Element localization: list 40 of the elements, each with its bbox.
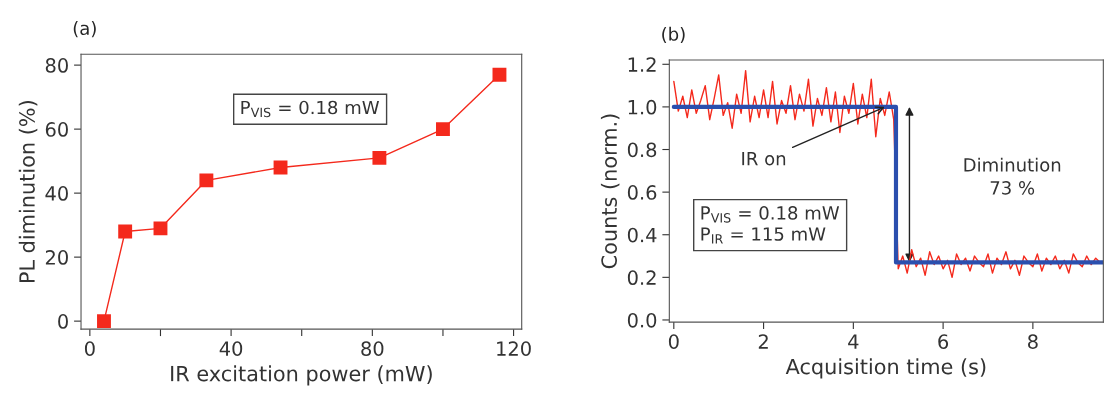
y-tick-label: 0.4 xyxy=(627,227,657,243)
x-tick-label: 8 xyxy=(1028,334,1038,349)
y-axis-title: Counts (norm.) xyxy=(600,114,620,269)
point xyxy=(436,122,450,137)
x-tick-label: 80 xyxy=(361,341,384,356)
annotation: P$_{VIS}$ = 0.18 mW xyxy=(701,206,840,223)
chart-title: (b) xyxy=(662,26,685,43)
y-tick-label: 0 xyxy=(58,314,68,329)
x-axis-title: IR excitation power (mW) xyxy=(171,365,432,386)
x-tick-label: 40 xyxy=(219,341,243,356)
y-tick-label: 0.0 xyxy=(627,312,657,328)
y-tick-label: 40 xyxy=(45,186,68,201)
y-tick-label: 0.2 xyxy=(627,270,656,286)
y-axis-title: PL diminution (%) xyxy=(18,101,38,283)
annotation: Diminution 73 % xyxy=(964,157,1061,195)
x-tick-label: 2 xyxy=(758,334,768,349)
y-tick-label: 0.6 xyxy=(627,185,657,200)
annotation: IR on xyxy=(742,151,786,166)
y-tick-label: 1.2 xyxy=(628,57,656,72)
y-tick-label: 20 xyxy=(45,250,68,265)
annotation: P$_{IR}$ = 115 mW xyxy=(701,227,826,244)
annotation: P$_{VIS}$ = 0.18 mW xyxy=(241,100,380,118)
y-tick-label: 1.0 xyxy=(628,99,657,115)
point xyxy=(372,150,387,165)
x-tick-label: 6 xyxy=(938,334,949,349)
chart-title: (a) xyxy=(73,21,96,38)
y-tick-label: 0.8 xyxy=(627,142,657,158)
point xyxy=(153,221,168,236)
x-tick-label: 120 xyxy=(497,341,531,356)
x-tick-label: 0 xyxy=(668,334,679,349)
x-tick-label: 0 xyxy=(84,341,95,356)
point xyxy=(199,173,214,188)
x-axis-title: Acquisition time (s) xyxy=(785,358,986,379)
line-series xyxy=(673,69,1101,279)
point xyxy=(118,224,133,239)
y-tick-label: 60 xyxy=(45,122,68,137)
y-tick-label: 80 xyxy=(45,58,68,73)
point xyxy=(97,314,111,329)
point xyxy=(492,67,507,82)
x-tick-label: 4 xyxy=(848,334,859,349)
